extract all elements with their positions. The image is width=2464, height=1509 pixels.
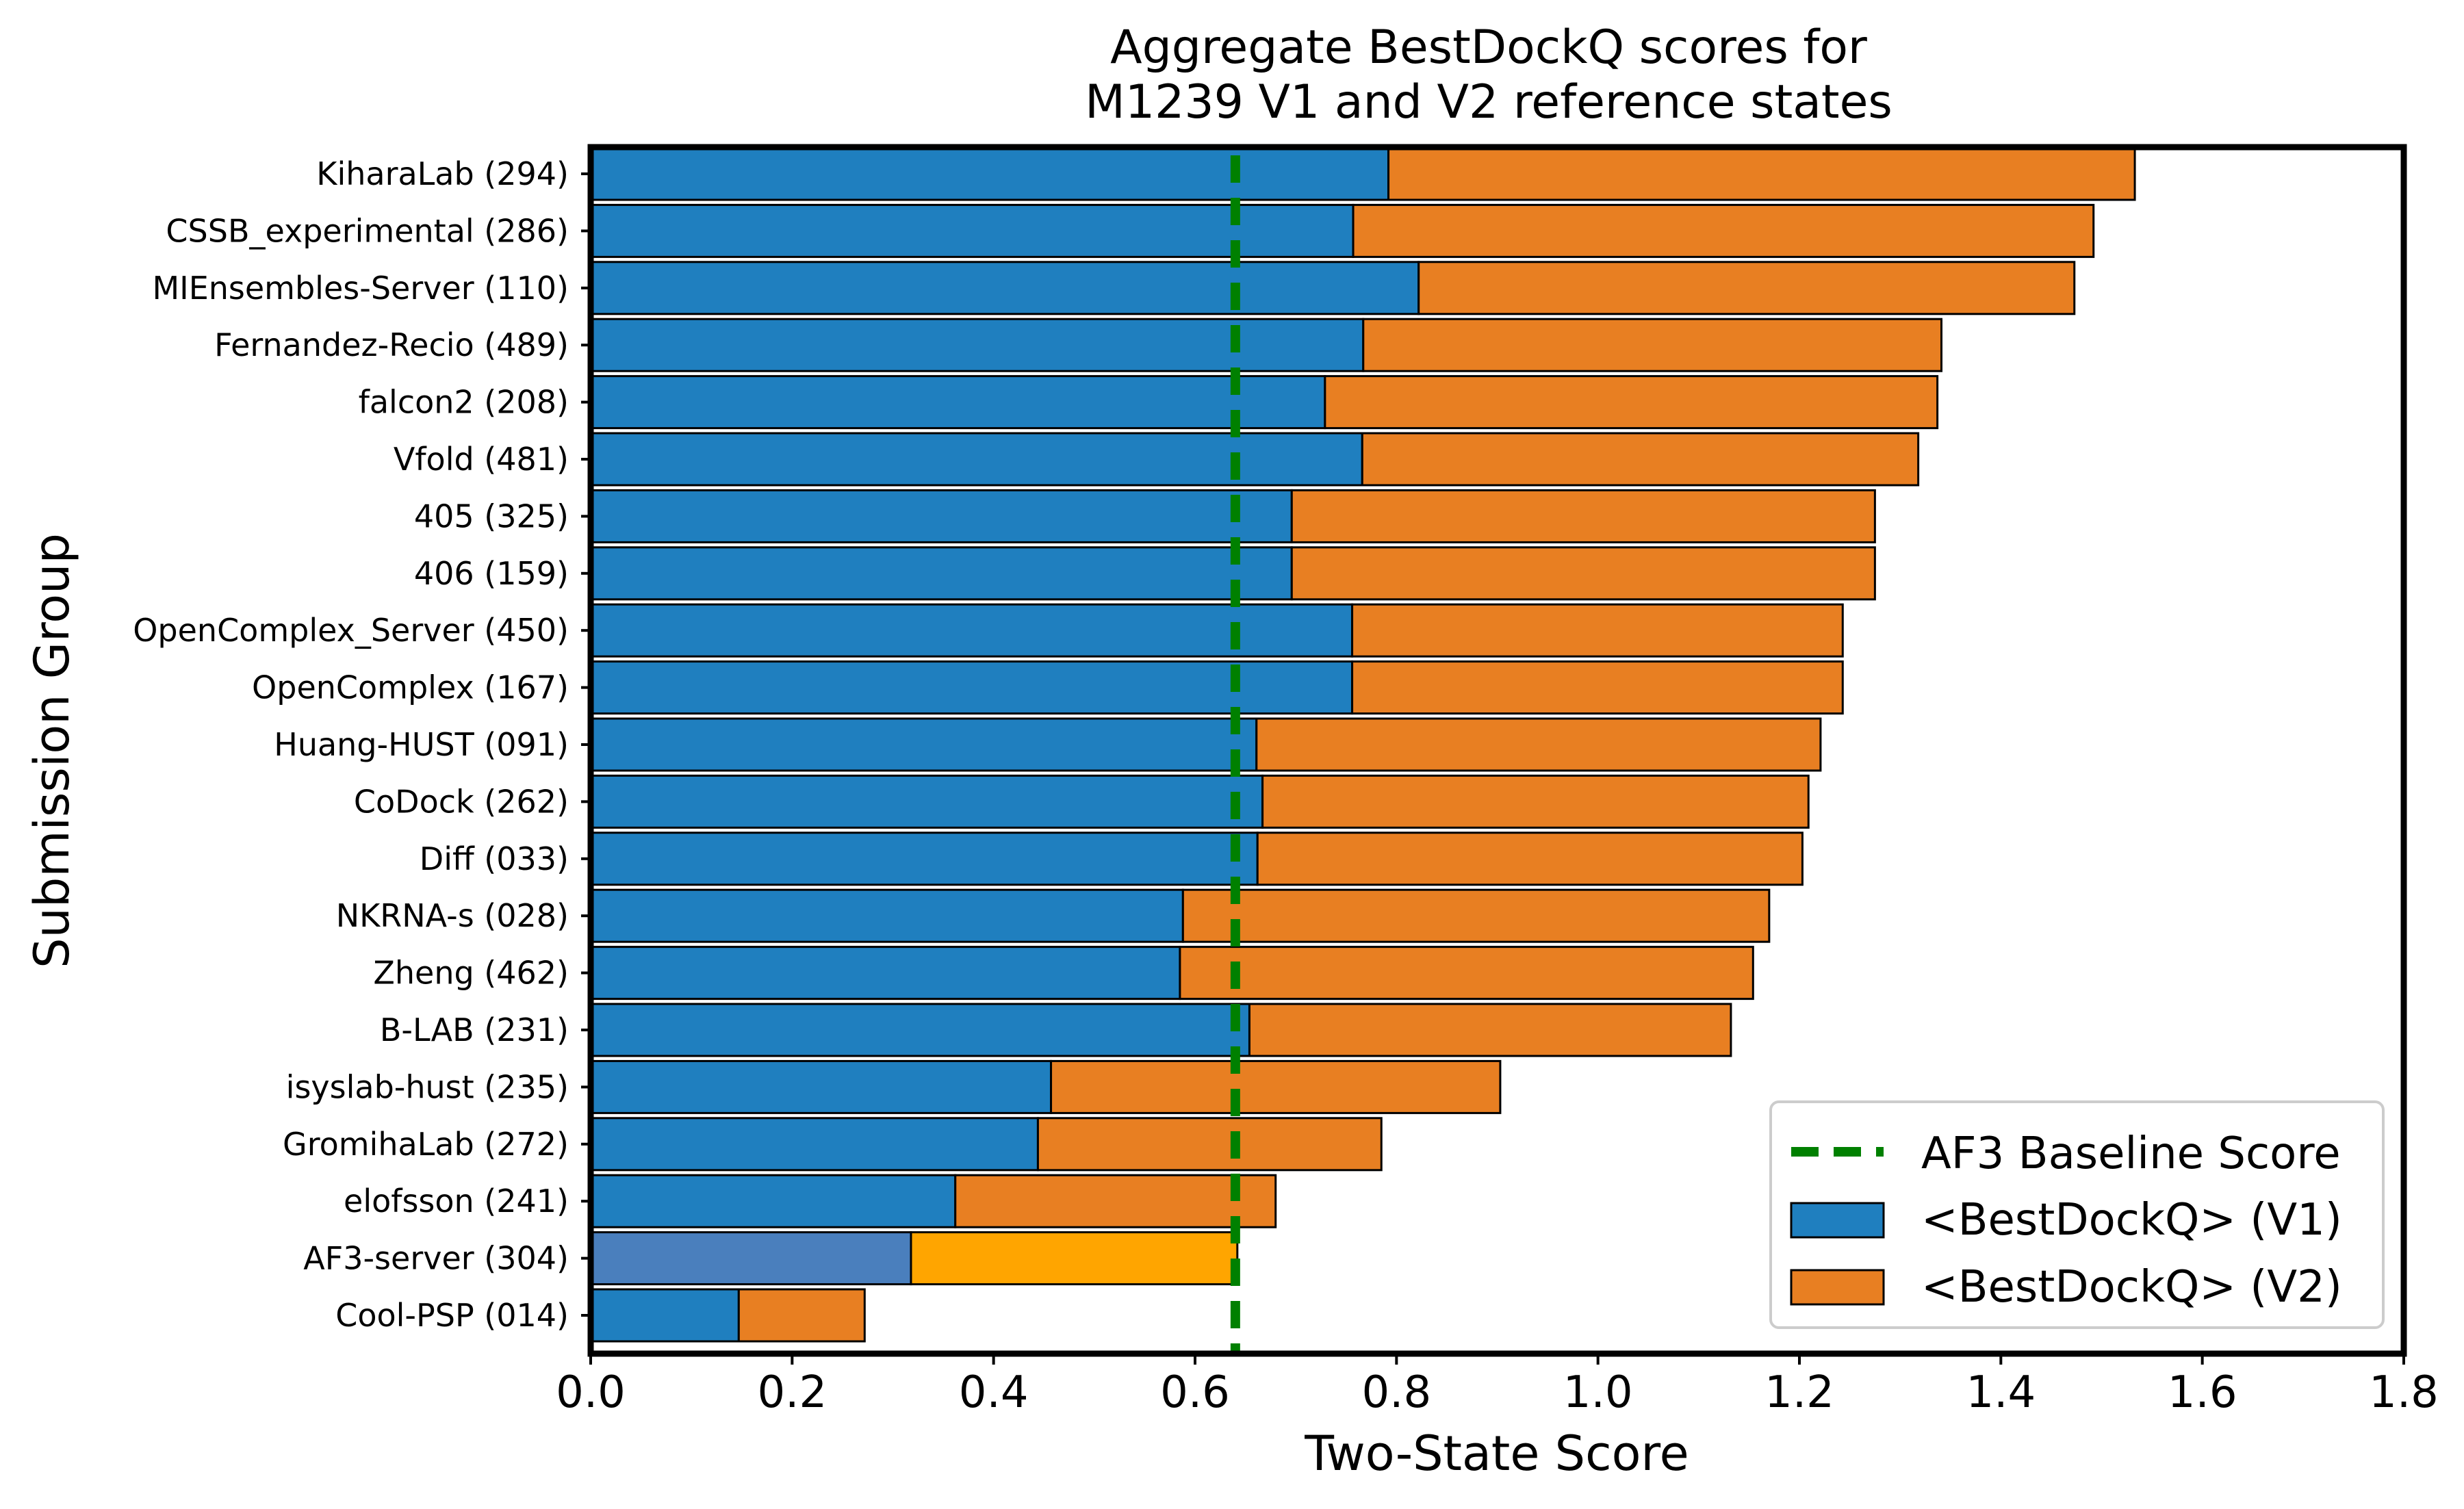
- bar-v2: [1255, 717, 1822, 772]
- legend-v1-swatch: [1790, 1202, 1885, 1239]
- bars-group: [589, 146, 2136, 1343]
- bar-v1: [589, 1174, 957, 1228]
- bar-v2: [1181, 888, 1771, 943]
- x-tick-label: 0.8: [1361, 1367, 1431, 1418]
- bar-v1: [589, 1059, 1053, 1114]
- y-tick-label: OpenComplex_Server (450): [133, 612, 569, 649]
- bar-v2: [1248, 1003, 1732, 1057]
- bar-v2: [1361, 432, 1920, 487]
- bar-v1: [589, 432, 1363, 487]
- y-tick-label: 406 (159): [414, 555, 569, 592]
- legend-frame: [1769, 1100, 2385, 1329]
- bar-v1: [589, 261, 1420, 315]
- y-tick-label: 405 (325): [414, 498, 569, 534]
- x-tick-label: 1.2: [1764, 1367, 1834, 1418]
- x-tick-label: 1.8: [2369, 1367, 2439, 1418]
- x-tick-label: 0.0: [556, 1367, 626, 1418]
- y-axis-label: Submission Group: [24, 533, 80, 968]
- legend: AF3 Baseline Score <BestDockQ> (V1) <Bes…: [1769, 1100, 2385, 1329]
- x-tick-label: 0.2: [757, 1367, 827, 1418]
- x-axis: 0.0 0.2 0.4 0.6 0.8 1.0 1.2 1.4 1.6 1.8: [556, 1354, 2439, 1418]
- y-tick-label: isyslab-hust (235): [286, 1068, 569, 1105]
- y-tick-label: B-LAB (231): [380, 1011, 569, 1048]
- bar-v2: [954, 1174, 1277, 1228]
- x-tick-label: 1.4: [1966, 1367, 2036, 1418]
- y-tick-label: OpenComplex (167): [252, 669, 569, 706]
- bar-v1: [589, 203, 1355, 258]
- bar-v2: [1362, 318, 1943, 372]
- bar-v1: [589, 375, 1326, 430]
- bar-v1: [589, 1288, 740, 1343]
- bar-v2: [1261, 774, 1810, 829]
- y-tick-label: CSSB_experimental (286): [166, 212, 569, 249]
- legend-v2-swatch: [1790, 1269, 1885, 1306]
- bar-v2: [1256, 831, 1804, 886]
- bar-v1: [589, 774, 1264, 829]
- y-tick-label: Diff (033): [420, 840, 569, 877]
- y-tick-label: Fernandez-Recio (489): [214, 326, 569, 363]
- bar-v2: [1351, 603, 1844, 658]
- legend-v1-label: <BestDockQ> (V1): [1921, 1195, 2342, 1246]
- bar-v2: [737, 1288, 866, 1343]
- y-tick-label: Cool-PSP (014): [335, 1297, 569, 1334]
- y-tick-label: falcon2 (208): [359, 384, 569, 421]
- y-tick-label: KiharaLab (294): [316, 155, 569, 192]
- bar-v2: [1417, 261, 2076, 315]
- y-axis: KiharaLab (294) CSSB_experimental (286) MI…: [133, 155, 591, 1334]
- bar-v1: [589, 1231, 912, 1286]
- bar-v2: [1036, 1117, 1383, 1172]
- y-tick-label: Vfold (481): [394, 441, 569, 478]
- chart-title-line-1: Aggregate BestDockQ scores for: [1110, 21, 1867, 75]
- x-tick-label: 0.4: [959, 1367, 1029, 1418]
- bar-v2: [1324, 375, 1939, 430]
- bar-v1: [589, 946, 1181, 1001]
- bar-v2: [910, 1231, 1239, 1286]
- y-tick-label: CoDock (262): [354, 783, 569, 820]
- bar-v1: [589, 318, 1365, 372]
- y-tick-label: MIEnsembles-Server (110): [152, 270, 569, 307]
- bar-v1: [589, 1117, 1039, 1172]
- x-tick-label: 1.0: [1563, 1367, 1633, 1418]
- legend-baseline-label: AF3 Baseline Score: [1921, 1128, 2341, 1179]
- y-tick-label: GromihaLab (272): [283, 1126, 569, 1163]
- y-tick-label: AF3-server (304): [303, 1240, 569, 1277]
- x-axis-label: Two-State Score: [1304, 1426, 1689, 1482]
- bar-v1: [589, 146, 1390, 201]
- bar-v1: [589, 660, 1354, 715]
- legend-v2-label: <BestDockQ> (V2): [1921, 1262, 2342, 1313]
- bar-v1: [589, 717, 1258, 772]
- bar-v2: [1290, 546, 1876, 601]
- bar-v2: [1179, 946, 1754, 1001]
- y-tick-label: NKRNA-s (028): [336, 897, 569, 934]
- x-tick-label: 1.6: [2168, 1367, 2237, 1418]
- bar-v1: [589, 831, 1259, 886]
- y-tick-label: Zheng (462): [373, 955, 569, 992]
- bar-v2: [1290, 489, 1876, 543]
- bar-v2: [1050, 1059, 1502, 1114]
- bar-v2: [1352, 203, 2095, 258]
- bar-v1: [589, 888, 1184, 943]
- chart-title-line-2: M1239 V1 and V2 reference states: [1085, 75, 1892, 129]
- bar-v1: [589, 1003, 1250, 1057]
- plot-frame: [587, 144, 2407, 1357]
- bar-v1: [589, 489, 1293, 543]
- y-tick-label: elofsson (241): [344, 1183, 569, 1220]
- bar-v2: [1387, 146, 2136, 201]
- bar-v2: [1351, 660, 1844, 715]
- y-tick-label: Huang-HUST (091): [274, 726, 569, 763]
- x-tick-label: 0.6: [1160, 1367, 1230, 1418]
- bar-v1: [589, 546, 1293, 601]
